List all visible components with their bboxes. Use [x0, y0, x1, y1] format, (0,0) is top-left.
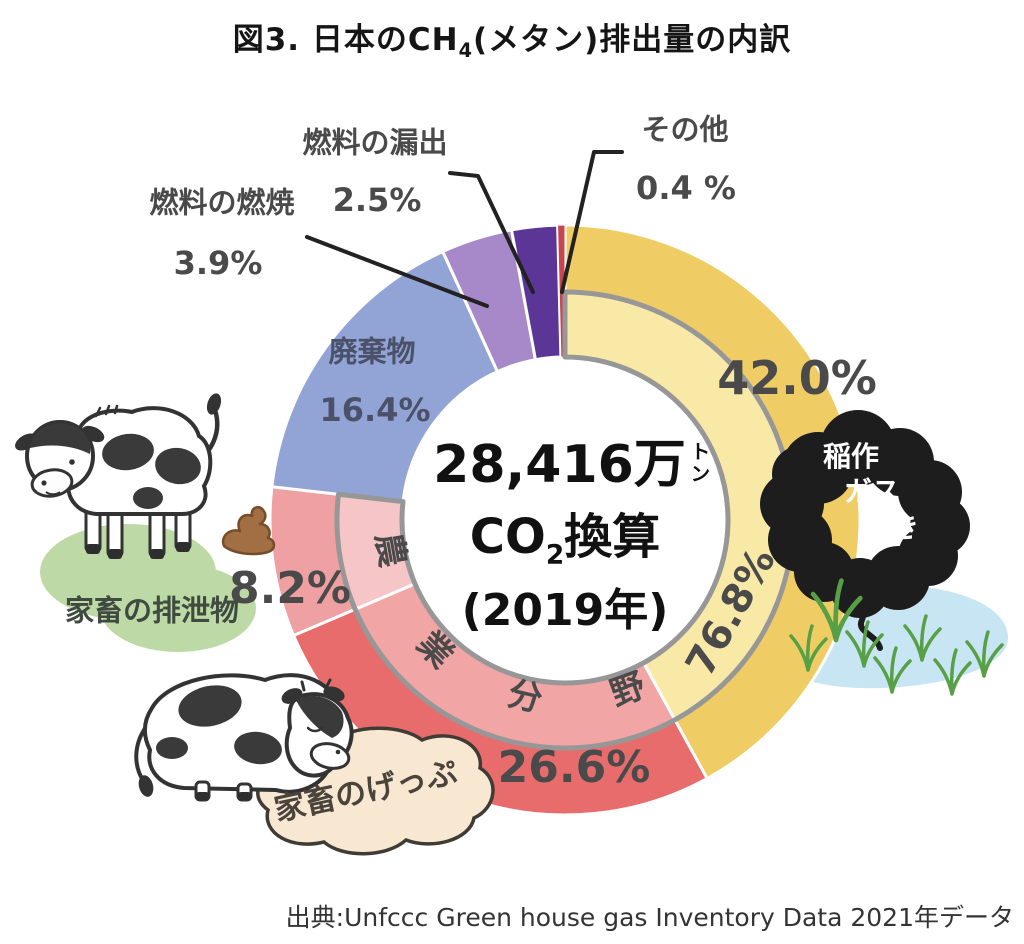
source-caption: 出典:Unfccc Green house gas Inventory Data… — [285, 903, 1014, 932]
callout-fuel-combustion-label: 燃料の燃焼 — [149, 185, 295, 220]
center-co2-prefix: CO — [469, 509, 546, 565]
rice-pct: 42.0% — [717, 351, 877, 405]
smoke-text-line-1: 稲作 — [822, 440, 880, 473]
center-co2-line: CO2換算 — [470, 513, 660, 569]
cow-lying-icon — [134, 673, 354, 802]
figure-title: 図3. 日本のCH4(メタン)排出量の内訳 — [0, 14, 1024, 62]
cow-standing-icon — [15, 393, 222, 559]
center-total: 28,416万 トン — [433, 435, 711, 495]
center-year: (2019年) — [461, 585, 669, 636]
figure-title-text: 図3. 日本のCH — [232, 22, 459, 58]
callout-fuel-leak-label: 燃料の漏出 — [302, 125, 448, 160]
leader-fuel-combustion — [305, 235, 489, 308]
leader-lines — [305, 150, 624, 308]
grass-patch-icon — [40, 524, 256, 652]
waste-label: 廃棄物 — [328, 334, 416, 369]
callout-other-label: その他 — [641, 112, 729, 147]
donut-wedges — [268, 223, 862, 817]
wedge-4 — [270, 249, 500, 504]
callout-fuel-combustion-pct: 3.9% — [173, 244, 263, 282]
manure-caption: 家畜の排泄物 — [64, 593, 240, 628]
callout-other-pct: 0.4 % — [636, 169, 736, 207]
rice-seedlings-icon — [789, 578, 1004, 696]
center-co2-subscript: 2 — [545, 539, 565, 571]
center-total-value: 28,416万 — [433, 435, 686, 495]
waste-pct: 16.4% — [319, 391, 431, 429]
center-co2-suffix: 換算 — [564, 509, 661, 565]
smoke-text-line-2: ガス — [843, 475, 901, 508]
poop-icon — [221, 505, 276, 556]
figure-title-subscript: 4 — [458, 39, 473, 63]
figure-title-suffix: (メタン)排出量の内訳 — [472, 22, 792, 58]
center-total-unit: トン — [686, 441, 711, 485]
leader-other — [560, 150, 624, 294]
smoke-cloud-icon — [760, 410, 970, 651]
burp-pct: 26.6% — [497, 742, 651, 793]
smoke-text-line-3: 湧き — [862, 511, 920, 544]
agri-arc-char-1: 農 — [367, 529, 413, 571]
leader-fuel-leak — [448, 171, 535, 294]
manure-pct: 8.2% — [228, 563, 352, 614]
callout-fuel-leak-pct: 2.5% — [332, 181, 422, 219]
